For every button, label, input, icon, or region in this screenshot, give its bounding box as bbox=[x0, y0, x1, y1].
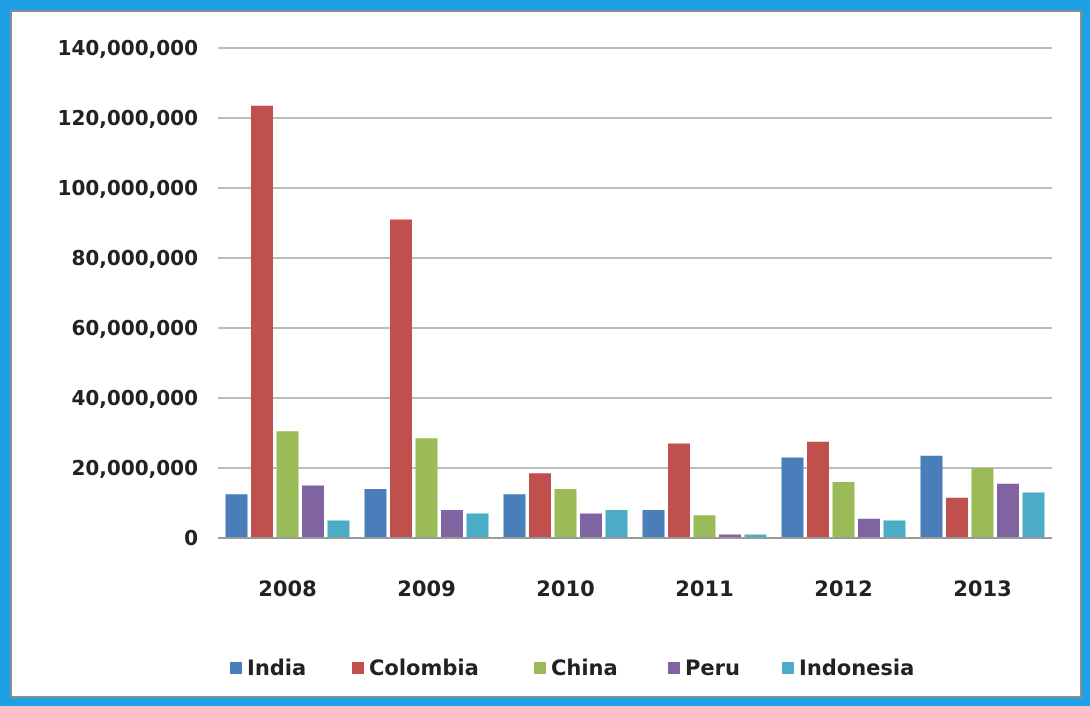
y-axis-tick-labels: 0 20,000,000 40,000,000 60,000,000 80,000,00… bbox=[58, 36, 198, 550]
x-category-label: 2011 bbox=[675, 577, 733, 601]
bar-india-2009 bbox=[365, 489, 387, 538]
bar-peru-2010 bbox=[580, 514, 602, 539]
bar-china-2012 bbox=[833, 482, 855, 538]
bar-indonesia-2012 bbox=[884, 521, 906, 539]
legend-label-colombia: Colombia bbox=[369, 656, 479, 680]
y-tick-label: 20,000,000 bbox=[71, 456, 198, 480]
y-tick-label: 120,000,000 bbox=[58, 106, 198, 130]
bar-peru-2009 bbox=[441, 510, 463, 538]
y-tick-label: 0 bbox=[184, 526, 198, 550]
legend-swatch-indonesia bbox=[782, 662, 794, 674]
y-tick-label: 80,000,000 bbox=[71, 246, 198, 270]
bar-india-2011 bbox=[643, 510, 665, 538]
bar-colombia-2011 bbox=[668, 444, 690, 539]
bar-peru-2013 bbox=[997, 484, 1019, 538]
bar-colombia-2008 bbox=[251, 106, 273, 538]
bar-india-2010 bbox=[504, 494, 526, 538]
bar-indonesia-2010 bbox=[606, 510, 628, 538]
y-tick-label: 140,000,000 bbox=[58, 36, 198, 60]
legend: India Colombia China Peru Indonesia bbox=[230, 656, 914, 680]
x-category-label: 2008 bbox=[258, 577, 316, 601]
bar-colombia-2012 bbox=[807, 442, 829, 538]
bar-india-2012 bbox=[782, 458, 804, 539]
bar-india-2008 bbox=[226, 494, 248, 538]
bar-colombia-2010 bbox=[529, 473, 551, 538]
legend-label-india: India bbox=[247, 656, 306, 680]
bar-colombia-2009 bbox=[390, 220, 412, 539]
x-category-label: 2009 bbox=[397, 577, 455, 601]
bar-peru-2008 bbox=[302, 486, 324, 539]
legend-label-peru: Peru bbox=[685, 656, 740, 680]
bar-china-2009 bbox=[416, 438, 438, 538]
bar-indonesia-2013 bbox=[1023, 493, 1045, 539]
legend-label-china: China bbox=[551, 656, 618, 680]
legend-swatch-india bbox=[230, 662, 242, 674]
x-category-label: 2010 bbox=[536, 577, 594, 601]
y-tick-label: 60,000,000 bbox=[71, 316, 198, 340]
bars bbox=[226, 106, 1045, 538]
x-axis-category-labels: 2008 2009 2010 2011 2012 2013 bbox=[258, 577, 1011, 601]
x-category-label: 2013 bbox=[953, 577, 1011, 601]
bar-china-2011 bbox=[694, 515, 716, 538]
bar-china-2013 bbox=[972, 468, 994, 538]
legend-swatch-china bbox=[534, 662, 546, 674]
legend-label-indonesia: Indonesia bbox=[799, 656, 914, 680]
bar-peru-2012 bbox=[858, 519, 880, 538]
y-tick-label: 100,000,000 bbox=[58, 176, 198, 200]
bar-indonesia-2008 bbox=[328, 521, 350, 539]
y-tick-label: 40,000,000 bbox=[71, 386, 198, 410]
bar-chart: 0 20,000,000 40,000,000 60,000,000 80,000,00… bbox=[12, 12, 1080, 696]
bar-india-2013 bbox=[921, 456, 943, 538]
x-category-label: 2012 bbox=[814, 577, 872, 601]
bar-china-2010 bbox=[555, 489, 577, 538]
bar-china-2008 bbox=[277, 431, 299, 538]
chart-frame: 0 20,000,000 40,000,000 60,000,000 80,000,00… bbox=[10, 10, 1082, 698]
bar-indonesia-2009 bbox=[467, 514, 489, 539]
gridlines bbox=[218, 48, 1052, 468]
legend-swatch-colombia bbox=[352, 662, 364, 674]
bar-colombia-2013 bbox=[946, 498, 968, 538]
legend-swatch-peru bbox=[668, 662, 680, 674]
